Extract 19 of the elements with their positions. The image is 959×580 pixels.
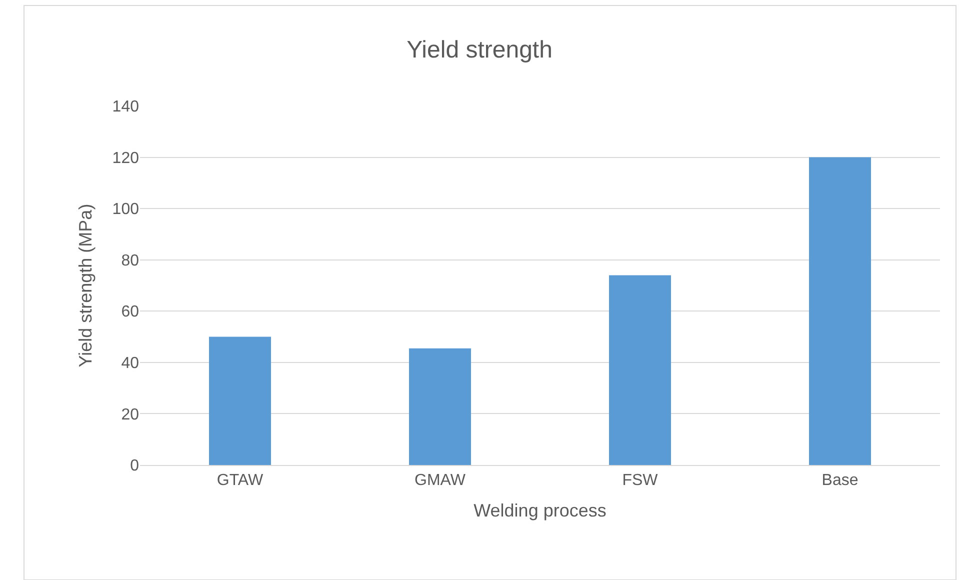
y-axis-title: Yield strength (MPa) — [75, 204, 96, 368]
bar — [409, 348, 471, 465]
x-tick-label: GMAW — [414, 472, 466, 490]
y-tick-label: 20 — [121, 406, 140, 424]
x-tick-label: FSW — [622, 472, 659, 490]
y-tick-label: 120 — [112, 150, 140, 167]
x-tick-label: Base — [822, 472, 858, 490]
y-tick-label: 60 — [121, 304, 140, 321]
y-tick-label: 100 — [112, 201, 140, 218]
y-tick-label: 0 — [130, 458, 140, 475]
bar — [209, 336, 271, 465]
bar — [809, 157, 871, 465]
x-axis-title: Welding process — [474, 500, 606, 520]
y-tick-label: 140 — [112, 98, 140, 116]
bar — [609, 275, 671, 465]
y-tick-label: 80 — [121, 252, 140, 270]
y-tick-label: 40 — [121, 355, 140, 372]
chart-title: Yield strength — [406, 36, 552, 64]
x-tick-label: GTAW — [216, 472, 264, 490]
